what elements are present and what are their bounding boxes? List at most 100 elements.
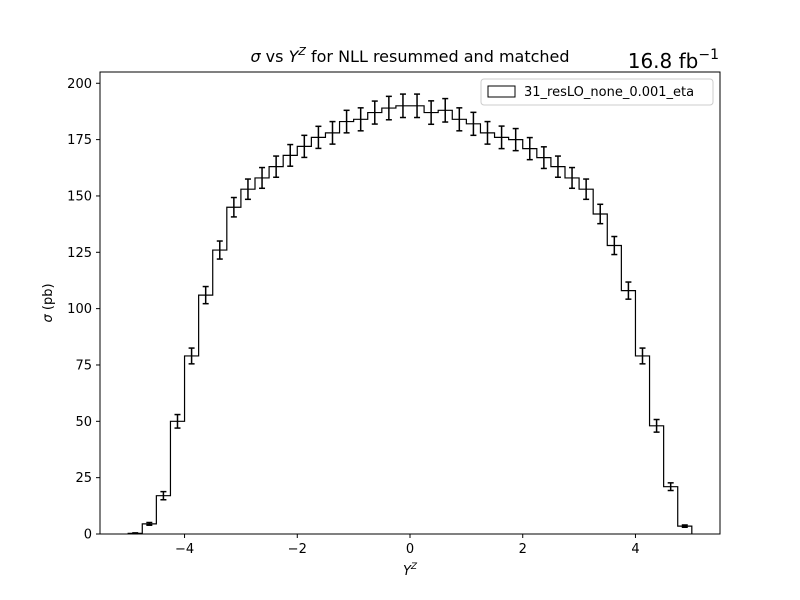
y-axis-label-unit: (pb) — [41, 283, 56, 314]
histogram-bin — [156, 495, 171, 534]
histogram-bin — [226, 207, 241, 534]
histogram-bin — [621, 290, 636, 534]
histogram-bin — [283, 155, 298, 534]
title-vs: vs — [261, 47, 289, 66]
histogram-bin — [466, 123, 481, 535]
error-bar — [512, 127, 519, 152]
histogram-bin — [240, 189, 255, 534]
histogram-bin — [593, 213, 608, 535]
luminosity-label: 16.8 fb−1 — [628, 47, 719, 73]
error-bar — [540, 146, 547, 170]
error-bar — [442, 97, 449, 123]
error-bar — [526, 136, 533, 161]
error-bar — [146, 521, 153, 526]
error-bar — [653, 418, 660, 433]
error-bar — [160, 490, 167, 501]
error-bar — [287, 143, 294, 167]
error-bar — [329, 120, 336, 145]
x-tick-label: 2 — [519, 542, 527, 557]
error-bar — [202, 285, 209, 305]
histogram-bin — [212, 250, 227, 535]
histogram-bin — [565, 177, 580, 535]
histogram-step-line — [127, 105, 693, 534]
x-axis-label-y: Y — [403, 564, 412, 579]
error-bar — [611, 235, 618, 256]
chart-title: σ vs YZ for NLL resummed and matched — [250, 45, 569, 66]
x-axis-label-superscript: Z — [410, 562, 418, 572]
error-bar — [357, 107, 364, 132]
histogram-bin — [269, 166, 284, 534]
histogram-bin — [452, 119, 467, 534]
histogram-bin — [677, 526, 692, 534]
error-bar — [385, 95, 392, 121]
histogram-bin — [339, 121, 354, 534]
title-y-superscript: Z — [297, 45, 306, 58]
x-tick-label: 0 — [406, 542, 414, 557]
histogram-bin — [424, 112, 439, 534]
error-bar — [188, 347, 195, 365]
error-bar — [456, 107, 463, 132]
histogram-bin — [395, 105, 410, 535]
histogram-bin — [170, 421, 185, 534]
luminosity-value: 16.8 fb — [628, 49, 699, 73]
error-bar — [244, 178, 251, 201]
histogram-bin — [649, 425, 664, 534]
x-axis-label: YZ — [403, 562, 418, 579]
title-y: Y — [289, 47, 300, 66]
histogram-bars — [128, 105, 692, 535]
error-bar — [681, 524, 688, 528]
y-tick-label: 50 — [75, 415, 92, 430]
error-bar — [174, 413, 181, 429]
histogram-bin — [494, 137, 509, 535]
title-rest: for NLL resummed and matched — [306, 47, 570, 66]
error-bar — [597, 203, 604, 225]
y-axis-label-sigma: σ — [41, 314, 56, 323]
histogram-bin — [550, 166, 565, 534]
histogram-bin — [663, 486, 678, 534]
error-bar — [498, 125, 505, 150]
histogram-bin — [255, 177, 270, 535]
histogram-bin — [353, 119, 368, 534]
error-bar — [554, 155, 561, 178]
error-bar — [230, 196, 237, 218]
histogram-bin — [522, 148, 537, 534]
histogram-bin — [536, 157, 551, 534]
histogram-bin — [142, 523, 157, 534]
histogram-bin — [410, 105, 425, 535]
histogram-bin — [184, 355, 199, 534]
y-tick-label: 200 — [67, 77, 92, 92]
y-axis-ticks: 0 25 50 75 100 125 150 175 200 — [67, 77, 100, 543]
y-tick-label: 150 — [67, 189, 92, 204]
histogram-bin — [367, 112, 382, 534]
histogram-bin — [607, 245, 622, 534]
error-bar — [428, 100, 435, 126]
error-bar — [399, 93, 406, 119]
histogram-bin — [635, 355, 650, 534]
histogram-bin — [508, 139, 523, 535]
y-tick-label: 75 — [75, 358, 92, 373]
legend: 31_resLO_none_0.001_eta — [480, 78, 714, 106]
error-bar — [569, 166, 576, 190]
y-tick-label: 100 — [67, 302, 92, 317]
error-bar — [470, 111, 477, 137]
luminosity-exponent: −1 — [698, 47, 719, 63]
error-bar — [343, 109, 350, 134]
histogram-bin — [480, 132, 495, 534]
legend-swatch — [487, 85, 516, 98]
error-bar — [259, 166, 266, 190]
histogram-bin — [325, 132, 340, 534]
y-axis-label: σ (pb) — [41, 283, 56, 322]
histogram-bin — [297, 146, 312, 534]
histogram-bin — [311, 137, 326, 535]
x-tick-label: −4 — [175, 542, 194, 557]
error-bar — [667, 482, 674, 492]
error-bar — [216, 240, 223, 260]
y-tick-label: 175 — [67, 133, 92, 148]
x-axis-ticks: −4 −2 0 2 4 — [175, 534, 640, 557]
y-tick-label: 125 — [67, 246, 92, 261]
error-bar — [625, 281, 632, 300]
error-bar — [301, 134, 308, 159]
error-bar — [315, 125, 322, 150]
x-tick-label: 4 — [631, 542, 639, 557]
